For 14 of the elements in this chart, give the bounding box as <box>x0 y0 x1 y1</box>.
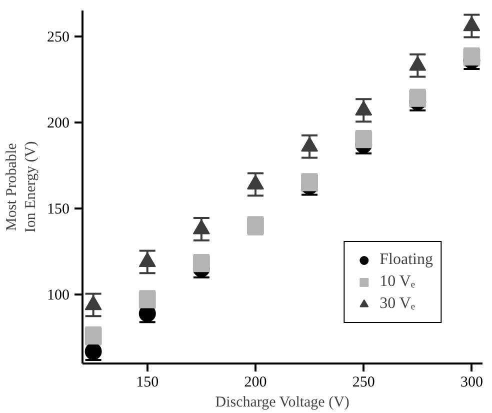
y-axis-title: Most Probable Ion Energy (V) <box>4 141 39 233</box>
y-tick-label: 150 <box>47 202 70 218</box>
x-tick-label: 200 <box>244 374 267 390</box>
x-tick-label: 300 <box>460 374 483 390</box>
legend-label: 10 Vₑ <box>380 273 416 291</box>
x-tick-label: 250 <box>352 374 375 390</box>
y-tick-label: 100 <box>47 288 70 304</box>
x-axis-title: Discharge Voltage (V) <box>215 394 350 410</box>
point <box>84 342 102 360</box>
y-tick-label: 250 <box>47 29 70 46</box>
legend-label: 30 Vₑ <box>380 295 416 313</box>
x-tick-label: 150 <box>136 374 159 390</box>
y-tick-label: 200 <box>47 115 70 132</box>
legend-label: Floating <box>380 251 433 269</box>
